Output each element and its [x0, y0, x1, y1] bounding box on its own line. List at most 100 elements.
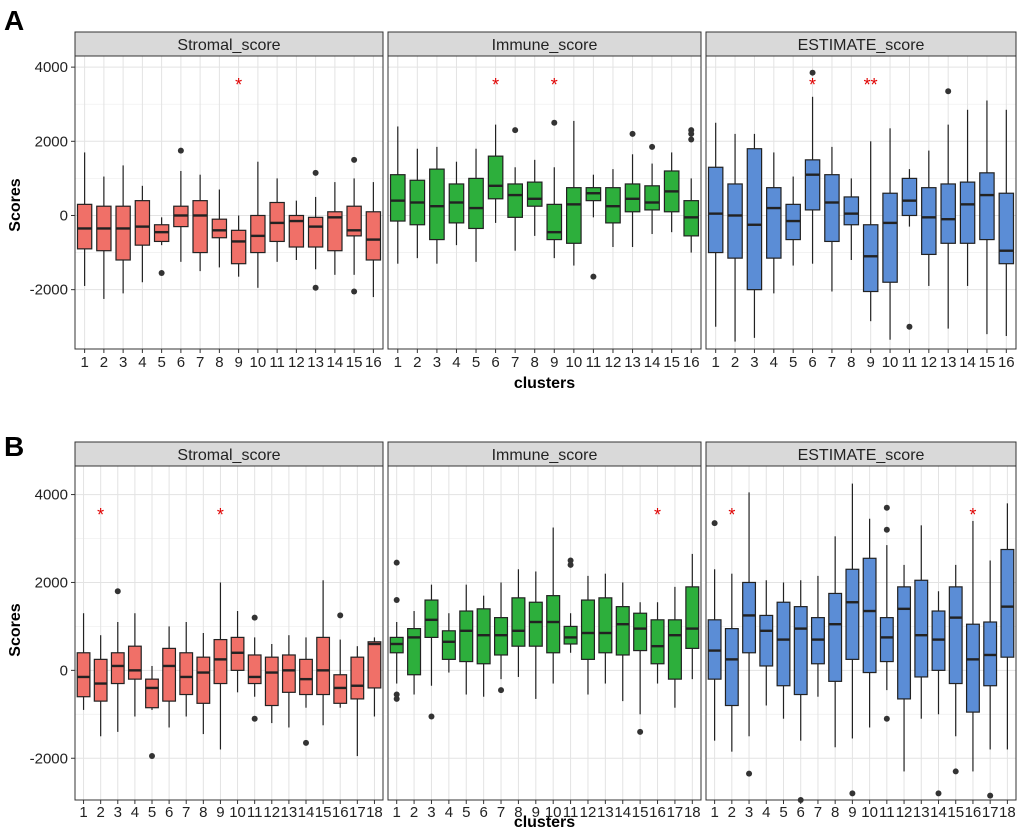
box-15 [633, 612, 648, 652]
x-tick-label: 11 [902, 354, 918, 371]
x-tick-label: 3 [745, 804, 753, 821]
outlier-point [567, 557, 574, 564]
x-tick-label: 17 [349, 804, 366, 821]
box-3 [110, 652, 125, 685]
panel-border [74, 465, 384, 801]
box-15 [346, 205, 362, 237]
outlier-point [945, 88, 952, 95]
box-14 [615, 606, 630, 656]
box-8 [196, 656, 211, 704]
box-2 [724, 628, 739, 707]
facet-strip [387, 31, 702, 57]
box-10 [882, 192, 898, 283]
outlier-point [498, 687, 505, 694]
outlier-point [629, 130, 636, 137]
box-6 [487, 155, 504, 200]
x-tick-label: 16 [365, 354, 382, 371]
x-tick-label: 3 [114, 804, 122, 821]
box-17 [667, 619, 682, 680]
x-tick-label: 14 [614, 804, 631, 821]
x-tick-label: 4 [762, 804, 770, 821]
box-6 [793, 606, 808, 696]
box-6 [804, 159, 821, 211]
box-13 [598, 597, 613, 654]
x-tick-label: 13 [307, 354, 324, 371]
significance-star: * [654, 505, 661, 525]
panel-border [74, 55, 384, 350]
x-tick-label: 3 [427, 804, 435, 821]
x-tick-label: 15 [315, 804, 332, 821]
box-4 [134, 200, 151, 246]
box-6 [162, 647, 177, 702]
box-11 [247, 654, 262, 685]
box-4 [441, 630, 456, 660]
x-tick-label: 7 [196, 354, 204, 371]
y-tick-label: 4000 [35, 487, 68, 504]
panel-border [387, 55, 702, 350]
box-8 [828, 592, 843, 682]
x-tick-label: 17 [667, 804, 684, 821]
x-tick-label: 11 [586, 354, 602, 371]
x-tick-label: 2 [410, 804, 418, 821]
y-tick-label: 2000 [35, 574, 68, 591]
outlier-point [303, 739, 309, 746]
outlier-point [551, 119, 558, 126]
outlier-point [906, 323, 913, 330]
facet-title: ESTIMATE_score [798, 447, 925, 464]
outlier-point [637, 728, 644, 735]
outlier-point [312, 284, 319, 291]
box-13 [940, 183, 956, 244]
box-16 [998, 192, 1015, 265]
box-3 [429, 168, 445, 241]
box-8 [211, 218, 228, 239]
box-1 [707, 166, 724, 254]
significance-star: * [217, 505, 224, 525]
x-tick-label: 1 [394, 354, 402, 371]
outlier-point [351, 288, 358, 295]
x-tick-label: 11 [879, 804, 895, 821]
box-10 [250, 214, 266, 254]
box-18 [685, 586, 700, 649]
outlier-point [312, 169, 319, 176]
x-tick-label: 2 [96, 804, 104, 821]
outlier-point [883, 504, 890, 511]
facet-strip [74, 31, 384, 57]
x-tick-label: 18 [684, 804, 701, 821]
outlier-point [649, 143, 656, 150]
x-tick-label: 5 [462, 804, 470, 821]
box-10 [546, 595, 561, 654]
outlier-point [393, 695, 400, 702]
x-tick-label: 12 [263, 804, 280, 821]
significance-star: * [235, 75, 242, 95]
x-tick-label: 8 [199, 804, 207, 821]
x-tick-label: 7 [511, 354, 519, 371]
box-4 [766, 187, 782, 259]
box-3 [746, 148, 763, 291]
x-tick-label: 9 [867, 354, 875, 371]
x-tick-label: 15 [979, 354, 996, 371]
x-tick-label: 10 [229, 804, 246, 821]
box-13 [914, 579, 929, 678]
box-11 [563, 625, 578, 645]
x-tick-label: 14 [644, 354, 661, 371]
box-12 [288, 214, 305, 248]
box-17 [350, 656, 365, 700]
x-tick-label: 7 [814, 804, 822, 821]
y-tick-label: 0 [60, 662, 68, 679]
x-tick-label: 11 [269, 354, 285, 371]
plot-background [706, 466, 1016, 800]
x-tick-label: 8 [215, 354, 223, 371]
box-14 [327, 211, 343, 252]
x-tick-label: 12 [580, 804, 597, 821]
x-axis-title: clusters [514, 814, 575, 830]
x-tick-label: 11 [563, 804, 579, 821]
box-1 [389, 174, 406, 222]
x-tick-label: 15 [947, 804, 964, 821]
box-8 [843, 196, 860, 226]
x-tick-label: 10 [250, 354, 267, 371]
x-tick-label: 13 [597, 804, 614, 821]
x-tick-label: 4 [445, 804, 453, 821]
x-tick-label: 6 [491, 354, 499, 371]
x-tick-label: 8 [531, 354, 539, 371]
x-tick-label: 7 [828, 354, 836, 371]
